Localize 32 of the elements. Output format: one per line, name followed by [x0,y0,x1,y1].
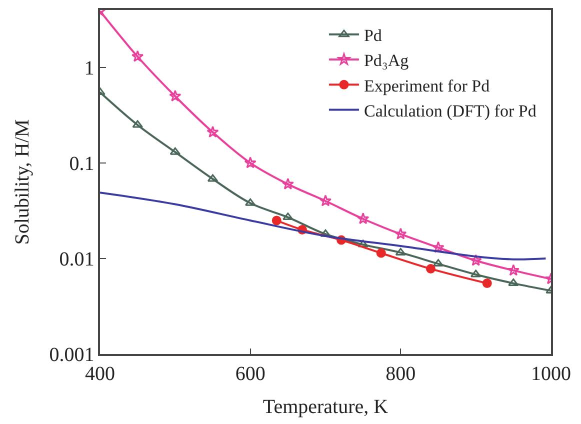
y-tick-label: 1 [84,58,94,80]
y-tick-label: 0.01 [59,248,94,270]
x-tick-label: 600 [235,362,266,385]
point [507,264,520,276]
x-axis-title: Temperature, K [262,396,389,418]
legend-label: Pd₃Ag [364,51,410,70]
y-tick-label: 0.1 [69,153,94,175]
legend-label: Experiment for Pd [364,76,490,96]
point [132,120,143,128]
point [272,216,282,226]
point [482,278,492,288]
x-tick-label: 800 [386,362,416,385]
y-axis-title: Solubility, H/M [11,119,34,245]
point [206,126,219,138]
legend-label: Calculation (DFT) for Pd [364,101,537,120]
point [470,254,482,266]
point [319,194,332,206]
point [320,229,331,237]
x-tick-label: 1000 [531,362,571,385]
point [394,228,407,240]
point [132,50,144,62]
point [358,240,368,248]
point [357,212,370,224]
point [169,90,182,102]
point [244,156,256,168]
point [282,178,294,190]
legend-label: Pd [364,26,382,46]
point [426,264,436,274]
point [282,212,294,220]
point [508,278,519,286]
point [432,241,444,253]
point [376,248,386,258]
